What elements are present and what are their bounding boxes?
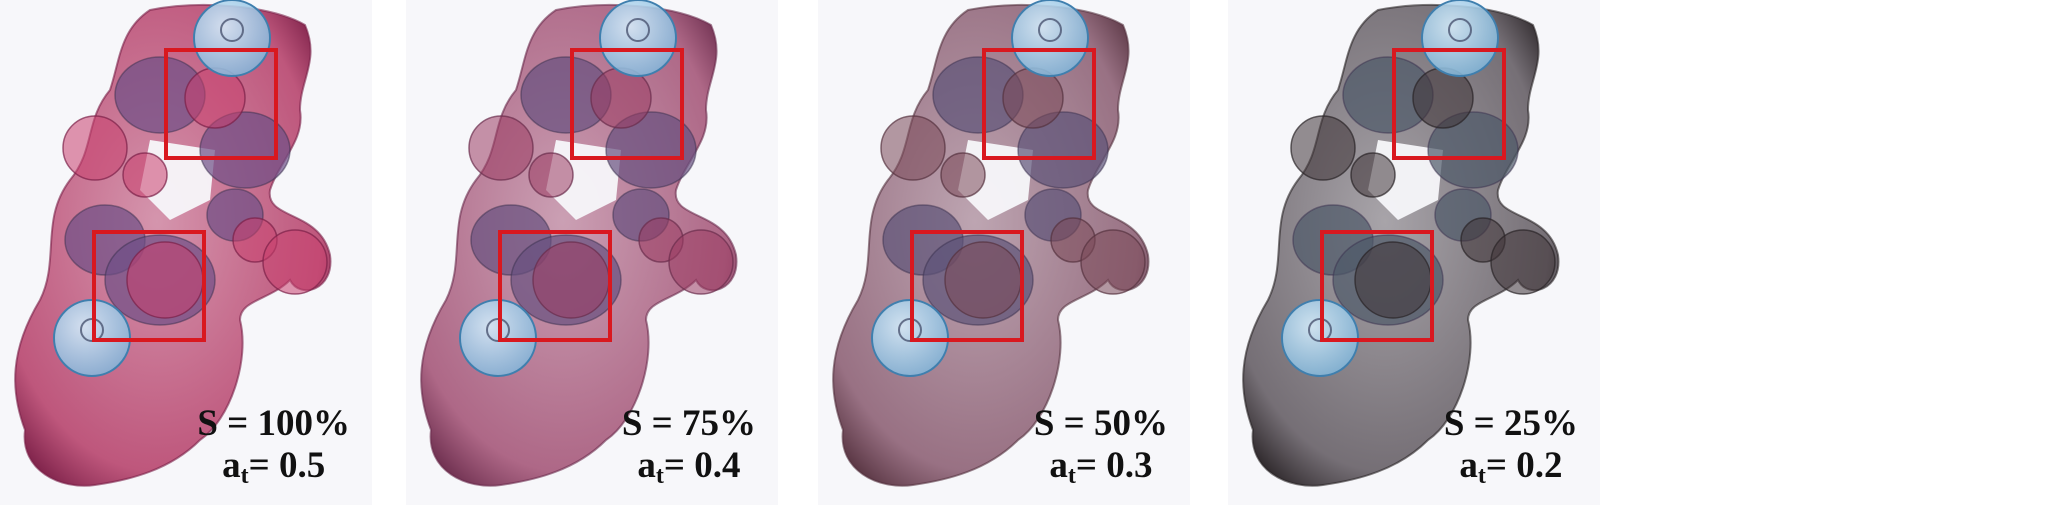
atom-sphere bbox=[262, 229, 328, 295]
electron-lobe bbox=[605, 111, 697, 189]
molecule-render bbox=[14, 0, 332, 487]
atom-sphere bbox=[1354, 241, 1432, 319]
s-label: S = 25% bbox=[1443, 402, 1578, 444]
s-label: S = 50% bbox=[1033, 402, 1168, 444]
blue-atom-sphere bbox=[599, 0, 677, 77]
render-panel-1: S = 100% at= 0.5 bbox=[0, 0, 372, 505]
electron-lobe bbox=[1017, 111, 1109, 189]
atom-sphere bbox=[468, 115, 534, 181]
electron-lobe bbox=[1427, 111, 1519, 189]
highlight-box-top bbox=[164, 48, 278, 160]
inner-sphere bbox=[1038, 18, 1062, 42]
highlight-box-top bbox=[570, 48, 684, 160]
highlight-box-bottom bbox=[498, 230, 612, 342]
atom-sphere bbox=[1290, 115, 1356, 181]
highlight-box-bottom bbox=[92, 230, 206, 342]
inner-sphere bbox=[220, 18, 244, 42]
atom-sphere bbox=[1002, 67, 1064, 129]
s-label: S = 75% bbox=[621, 402, 756, 444]
blue-atom-sphere bbox=[193, 0, 271, 77]
highlight-box-top bbox=[982, 48, 1096, 160]
atom-sphere bbox=[668, 229, 734, 295]
molecule-render bbox=[832, 0, 1150, 487]
a-label: at= 0.3 bbox=[1049, 445, 1153, 490]
render-panel-4: S = 25% at= 0.2 bbox=[1228, 0, 1600, 505]
s-label: S = 100% bbox=[197, 402, 350, 444]
blue-atom-sphere bbox=[1011, 0, 1089, 77]
atom-sphere bbox=[940, 152, 986, 198]
electron-lobe bbox=[199, 111, 291, 189]
atom-sphere bbox=[528, 152, 574, 198]
atom-sphere bbox=[1080, 229, 1146, 295]
caption: S = 50% at= 0.3 bbox=[1034, 403, 1168, 491]
atom-sphere bbox=[122, 152, 168, 198]
highlight-box-top bbox=[1392, 48, 1506, 160]
render-panel-2: S = 75% at= 0.4 bbox=[406, 0, 778, 505]
caption: S = 25% at= 0.2 bbox=[1444, 403, 1578, 491]
atom-sphere bbox=[1350, 152, 1396, 198]
atom-sphere bbox=[1490, 229, 1556, 295]
inner-sphere bbox=[626, 18, 650, 42]
highlight-box-bottom bbox=[1320, 230, 1434, 342]
render-panel-3: S = 50% at= 0.3 bbox=[818, 0, 1190, 505]
inner-sphere bbox=[1448, 18, 1472, 42]
caption: S = 75% at= 0.4 bbox=[622, 403, 756, 491]
molecule-render bbox=[1242, 0, 1560, 487]
atom-sphere bbox=[126, 241, 204, 319]
atom-sphere bbox=[184, 67, 246, 129]
highlight-box-bottom bbox=[910, 230, 1024, 342]
atom-sphere bbox=[62, 115, 128, 181]
atom-sphere bbox=[1412, 67, 1474, 129]
molecule-render bbox=[420, 0, 738, 487]
atom-sphere bbox=[590, 67, 652, 129]
atom-sphere bbox=[880, 115, 946, 181]
a-label: at= 0.5 bbox=[222, 445, 326, 490]
caption: S = 100% at= 0.5 bbox=[197, 403, 350, 491]
a-label: at= 0.4 bbox=[637, 445, 741, 490]
a-label: at= 0.2 bbox=[1459, 445, 1563, 490]
atom-sphere bbox=[944, 241, 1022, 319]
blue-atom-sphere bbox=[1421, 0, 1499, 77]
atom-sphere bbox=[532, 241, 610, 319]
